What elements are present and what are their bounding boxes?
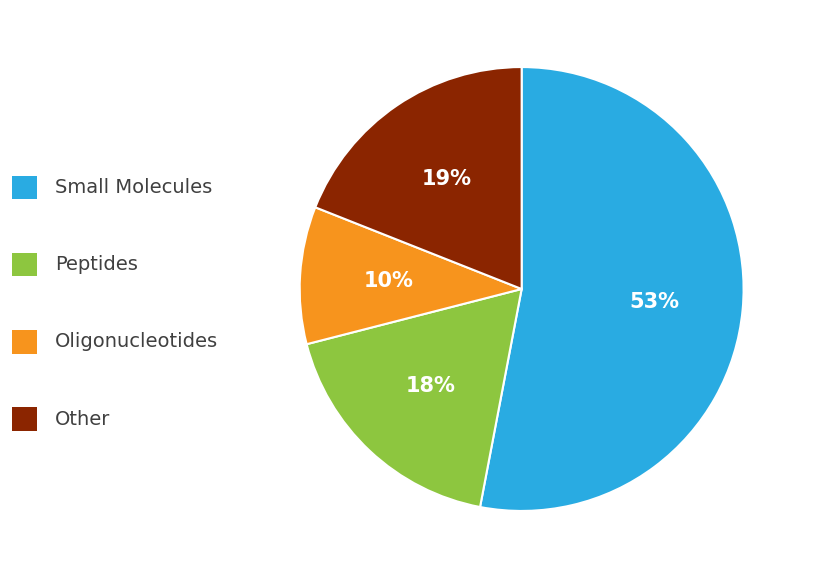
FancyBboxPatch shape: [12, 331, 37, 354]
Text: 53%: 53%: [629, 291, 678, 312]
Text: 19%: 19%: [421, 169, 471, 189]
Wedge shape: [299, 208, 521, 344]
Wedge shape: [306, 289, 521, 507]
Text: Small Molecules: Small Molecules: [55, 179, 212, 197]
FancyBboxPatch shape: [12, 176, 37, 199]
FancyBboxPatch shape: [12, 253, 37, 276]
Text: Oligonucleotides: Oligonucleotides: [55, 332, 218, 351]
Text: Peptides: Peptides: [55, 255, 137, 275]
Text: Other: Other: [55, 410, 110, 428]
Wedge shape: [315, 67, 521, 289]
FancyBboxPatch shape: [12, 407, 37, 431]
Text: 10%: 10%: [363, 271, 414, 291]
Text: 18%: 18%: [405, 376, 455, 396]
Wedge shape: [480, 67, 743, 511]
